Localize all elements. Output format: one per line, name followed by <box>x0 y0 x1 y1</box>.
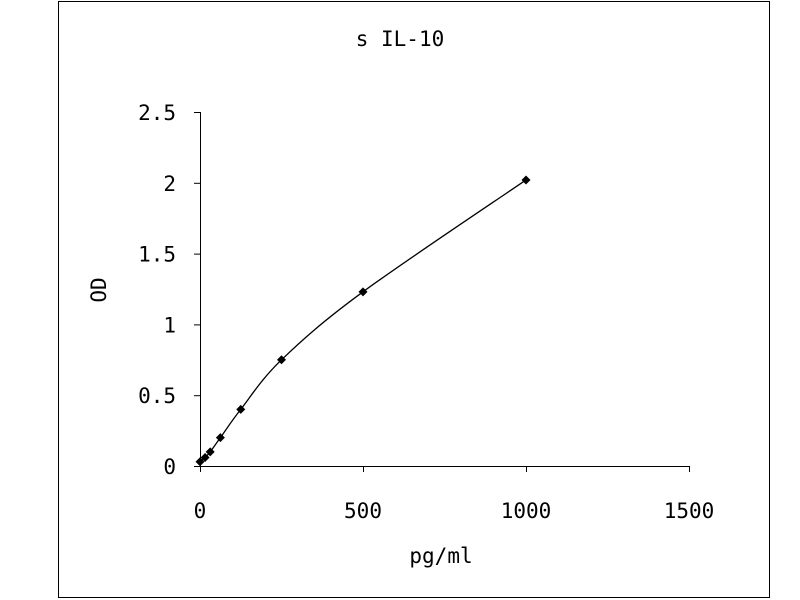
y-tick-label: 0 <box>163 455 176 479</box>
data-point <box>205 447 215 457</box>
data-point <box>277 355 286 365</box>
data-point <box>236 404 246 414</box>
data-point <box>358 287 368 297</box>
data-point <box>200 453 210 463</box>
x-tick-label: 0 <box>194 499 207 523</box>
data-point <box>215 433 225 443</box>
x-tick-label: 1500 <box>664 499 715 523</box>
y-axis-label: OD <box>87 277 111 302</box>
y-tick-label: 1.5 <box>138 243 176 267</box>
chart-title: s IL-10 <box>356 27 445 51</box>
y-tick-label: 1 <box>163 313 176 337</box>
y-tick-label: 2.5 <box>138 101 176 125</box>
data-point <box>195 457 205 467</box>
x-tick-label: 1000 <box>501 499 552 523</box>
chart-frame <box>58 1 770 598</box>
x-axis-label: pg/ml <box>409 544 472 568</box>
y-tick-label: 0.5 <box>138 384 176 408</box>
x-tick-label: 500 <box>344 499 382 523</box>
data-point <box>521 175 531 185</box>
y-tick-label: 2 <box>163 172 176 196</box>
